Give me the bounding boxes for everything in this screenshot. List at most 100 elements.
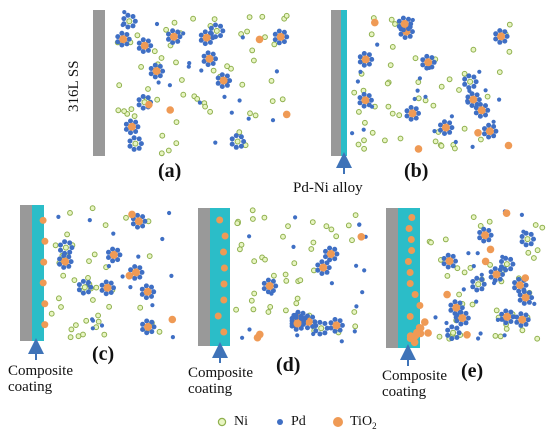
particles-b xyxy=(350,15,513,153)
pd-particle xyxy=(265,277,271,283)
pd-particle xyxy=(305,325,310,331)
ni-particle xyxy=(461,269,468,276)
ni-particle xyxy=(71,277,78,284)
pd-particle xyxy=(301,321,306,326)
pd-particle xyxy=(410,17,415,23)
pd-particle xyxy=(523,282,529,288)
ni-particle xyxy=(52,242,59,249)
pd-particle xyxy=(400,15,406,21)
pd-particle xyxy=(202,29,208,35)
pd-particle xyxy=(213,56,218,62)
pd-particle xyxy=(177,34,183,40)
pd-particle xyxy=(474,287,480,293)
pd-particle xyxy=(198,32,204,38)
legend-ni-symbol xyxy=(217,417,227,427)
particles-d xyxy=(214,207,368,344)
tio2-particle xyxy=(205,54,214,63)
ni-particle xyxy=(524,236,531,243)
ni-particle xyxy=(369,129,376,136)
ni-particle xyxy=(456,291,463,298)
pd-particle xyxy=(400,27,406,33)
tio2-particle xyxy=(485,127,494,136)
pd-particle xyxy=(473,79,479,85)
ni-particle xyxy=(233,306,240,313)
tio2-particle xyxy=(127,122,136,131)
pd-particle xyxy=(497,97,502,102)
substrate-316l-e xyxy=(386,208,398,348)
pd-particle xyxy=(140,214,146,220)
tio2-particle xyxy=(255,330,264,339)
ni-particle xyxy=(249,207,256,214)
ni-particle xyxy=(475,281,482,288)
pd-particle xyxy=(326,265,332,271)
pd-particle xyxy=(432,129,437,134)
ni-particle xyxy=(396,112,403,119)
tio2-particle xyxy=(326,250,335,258)
tio2-particle xyxy=(502,209,511,217)
pd-particle xyxy=(139,286,145,292)
tio2-particle xyxy=(41,321,49,329)
pd-particle xyxy=(229,141,235,147)
ni-particle xyxy=(308,246,315,252)
pd-particle xyxy=(366,52,372,58)
ni-particle xyxy=(531,255,537,261)
ni-particle xyxy=(415,79,422,85)
tio2-particle xyxy=(408,247,416,254)
pd-particle xyxy=(218,23,223,29)
ni-particle xyxy=(389,44,396,50)
pd-particle xyxy=(135,124,141,130)
pd-particle xyxy=(103,291,109,297)
ni-particle xyxy=(534,247,541,254)
ni-particle xyxy=(179,77,185,83)
pd-particle xyxy=(205,50,211,56)
pd-particle xyxy=(528,241,534,247)
pd-particle xyxy=(476,97,482,103)
pd-particle xyxy=(497,267,503,273)
tio2-particle xyxy=(411,291,419,298)
pd-particle xyxy=(133,119,139,125)
coating-label-c-line2: coating xyxy=(8,379,53,395)
pd-particle xyxy=(409,29,415,35)
pd-particle xyxy=(508,266,514,272)
pd-particle xyxy=(127,138,133,144)
pd-particle xyxy=(186,64,191,69)
coating-label-d-line2: coating xyxy=(188,381,233,397)
ni-particle xyxy=(207,108,214,115)
pd-particle xyxy=(358,69,363,74)
pd-particle xyxy=(452,299,458,305)
pd-particle xyxy=(144,330,150,336)
pd-particle xyxy=(61,264,67,270)
panel-label-e: (e) xyxy=(461,360,484,382)
ni-particle xyxy=(86,258,92,265)
tio2-particle xyxy=(119,35,128,44)
pd-particle xyxy=(229,136,235,142)
pd-particle xyxy=(57,261,63,267)
pd-particle xyxy=(233,144,239,150)
pd-particle xyxy=(516,276,522,282)
pd-particle xyxy=(466,85,472,91)
ni-particle xyxy=(279,96,286,103)
ni-particle xyxy=(361,145,368,152)
pd-particle xyxy=(143,283,149,289)
tio2-particle xyxy=(406,280,414,287)
tio2-particle xyxy=(416,302,424,309)
ni-particle xyxy=(356,109,362,115)
pd-particle xyxy=(58,242,63,248)
pd-particle xyxy=(131,135,137,141)
pd-particle xyxy=(140,223,146,229)
pd-particle xyxy=(477,113,483,119)
pd-particle xyxy=(497,39,503,45)
pd-particle xyxy=(445,332,451,338)
ni-particle xyxy=(452,145,458,152)
tio2-particle xyxy=(143,287,152,296)
pd-particle xyxy=(503,267,509,273)
pd-particle xyxy=(510,261,516,267)
pd-particle xyxy=(124,41,130,47)
pd-particle xyxy=(471,264,476,269)
pd-particle xyxy=(357,100,363,106)
ni-particle xyxy=(487,262,494,268)
ni-particle xyxy=(519,327,526,334)
pd-particle xyxy=(529,295,535,301)
ni-particle xyxy=(134,32,141,39)
ni-particle xyxy=(506,21,513,28)
